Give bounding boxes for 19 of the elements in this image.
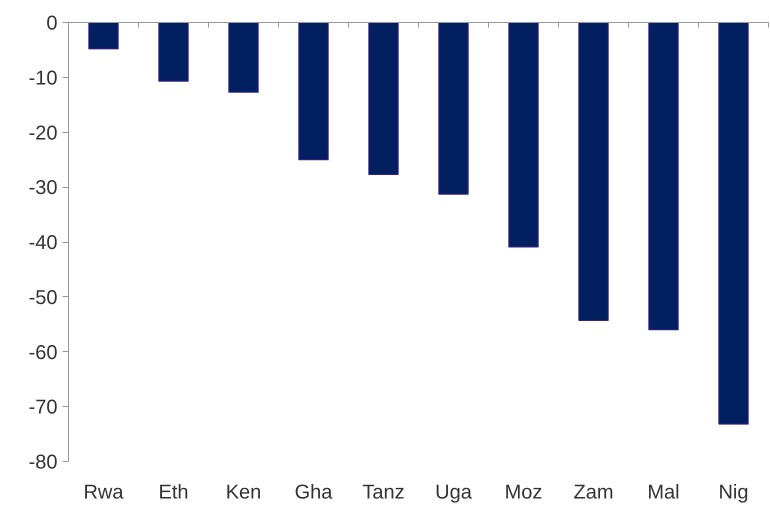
x-tick-label: Ken	[226, 482, 262, 504]
x-tick-label: Mal	[647, 482, 680, 504]
y-tick-label: -20	[28, 122, 58, 144]
x-tick-label: Nig	[718, 482, 749, 504]
x-tick-label: Rwa	[83, 482, 124, 504]
x-tick-label: Gha	[294, 482, 334, 504]
y-tick-label: 0	[46, 12, 58, 34]
y-tick-label: -80	[28, 452, 58, 474]
x-tick-label: Eth	[158, 482, 189, 504]
x-tick-label: Moz	[504, 482, 542, 504]
x-tick-label: Uga	[435, 482, 473, 504]
x-tick-label: Tanz	[362, 482, 405, 504]
x-tick-label: Zam	[574, 482, 614, 504]
y-tick-label: -40	[28, 232, 58, 254]
y-tick-label: -10	[28, 67, 58, 90]
y-tick-label: -60	[28, 342, 58, 364]
y-tick-label: -50	[28, 286, 58, 309]
y-tick-label: -70	[28, 396, 58, 419]
y-tick-label: -30	[28, 177, 58, 200]
